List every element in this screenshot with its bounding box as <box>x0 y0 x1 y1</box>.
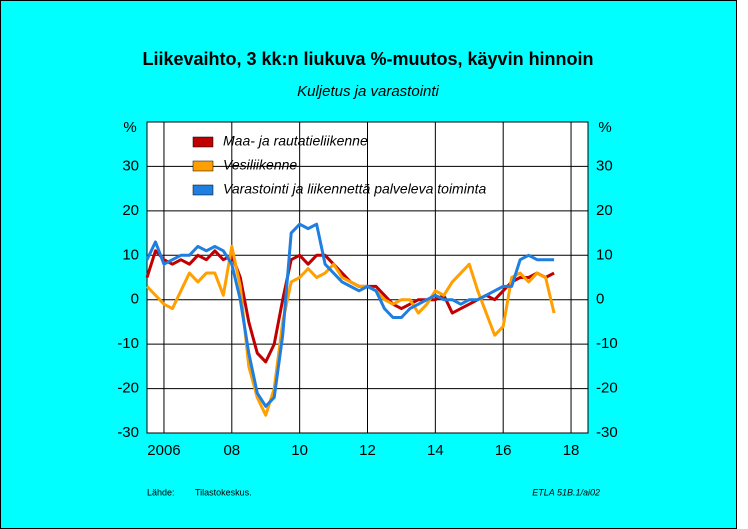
x-tick-label: 14 <box>427 442 444 459</box>
legend-label: Maa- ja rautatieliikenne <box>223 133 368 149</box>
y2-tick-label: -30 <box>596 424 618 441</box>
x-tick-label: 12 <box>359 442 376 459</box>
y-axis-label: % <box>123 119 136 136</box>
y2-axis-label: % <box>598 119 611 136</box>
y2-tick-label: 20 <box>596 202 613 219</box>
legend-label: Varastointi ja liikennettä palveleva toi… <box>223 181 487 197</box>
y-tick-label: 0 <box>131 291 139 308</box>
y2-tick-label: 0 <box>596 291 604 308</box>
legend-swatch <box>192 160 214 172</box>
chart-title: Liikevaihto, 3 kk:n liukuva %-muutos, kä… <box>142 49 593 69</box>
x-tick-label: 18 <box>563 442 580 459</box>
source: Tilastokeskus. <box>195 487 252 497</box>
y-tick-label: 30 <box>122 157 139 174</box>
y-tick-label: 20 <box>122 202 139 219</box>
y2-tick-label: 10 <box>596 246 613 263</box>
x-tick-label: 10 <box>291 442 308 459</box>
x-tick-label: 2006 <box>147 442 180 459</box>
y2-tick-label: -10 <box>596 335 618 352</box>
line <box>145 244 556 417</box>
line <box>145 222 555 408</box>
y2-tick-label: -20 <box>596 380 618 397</box>
legend-swatch <box>192 136 214 148</box>
y-tick-label: -20 <box>117 380 139 397</box>
legend-label: Vesiliikenne <box>223 157 297 173</box>
legend-swatch <box>192 184 214 196</box>
x-tick-label: 08 <box>223 442 240 459</box>
y-tick-label: 10 <box>122 246 139 263</box>
y-tick-label: -10 <box>117 335 139 352</box>
y-tick-label: -30 <box>117 424 139 441</box>
chart-subtitle: Kuljetus ja varastointi <box>297 83 439 100</box>
y2-tick-label: 30 <box>596 157 613 174</box>
source-label: Lähde: <box>147 487 175 497</box>
x-tick-label: 16 <box>495 442 512 459</box>
credit: ETLA 51B.1/ai02 <box>532 487 600 497</box>
